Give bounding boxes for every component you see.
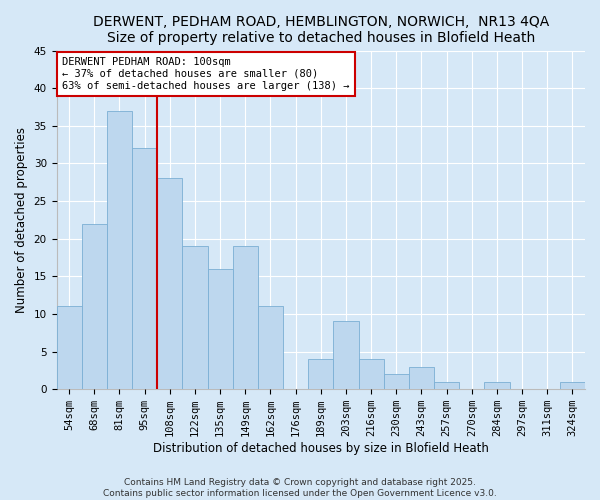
Bar <box>107 110 132 389</box>
Bar <box>308 359 334 389</box>
Bar <box>132 148 157 389</box>
Bar <box>56 306 82 389</box>
Text: Contains HM Land Registry data © Crown copyright and database right 2025.
Contai: Contains HM Land Registry data © Crown c… <box>103 478 497 498</box>
Bar <box>409 366 434 389</box>
Bar <box>157 178 182 389</box>
Bar <box>434 382 459 389</box>
Bar <box>383 374 409 389</box>
Bar <box>182 246 208 389</box>
Bar <box>233 246 258 389</box>
Bar <box>258 306 283 389</box>
X-axis label: Distribution of detached houses by size in Blofield Heath: Distribution of detached houses by size … <box>153 442 489 455</box>
Bar <box>359 359 383 389</box>
Bar <box>208 269 233 389</box>
Y-axis label: Number of detached properties: Number of detached properties <box>15 127 28 313</box>
Bar <box>334 322 359 389</box>
Title: DERWENT, PEDHAM ROAD, HEMBLINGTON, NORWICH,  NR13 4QA
Size of property relative : DERWENT, PEDHAM ROAD, HEMBLINGTON, NORWI… <box>92 15 549 45</box>
Bar <box>484 382 509 389</box>
Text: DERWENT PEDHAM ROAD: 100sqm
← 37% of detached houses are smaller (80)
63% of sem: DERWENT PEDHAM ROAD: 100sqm ← 37% of det… <box>62 58 349 90</box>
Bar <box>82 224 107 389</box>
Bar <box>560 382 585 389</box>
